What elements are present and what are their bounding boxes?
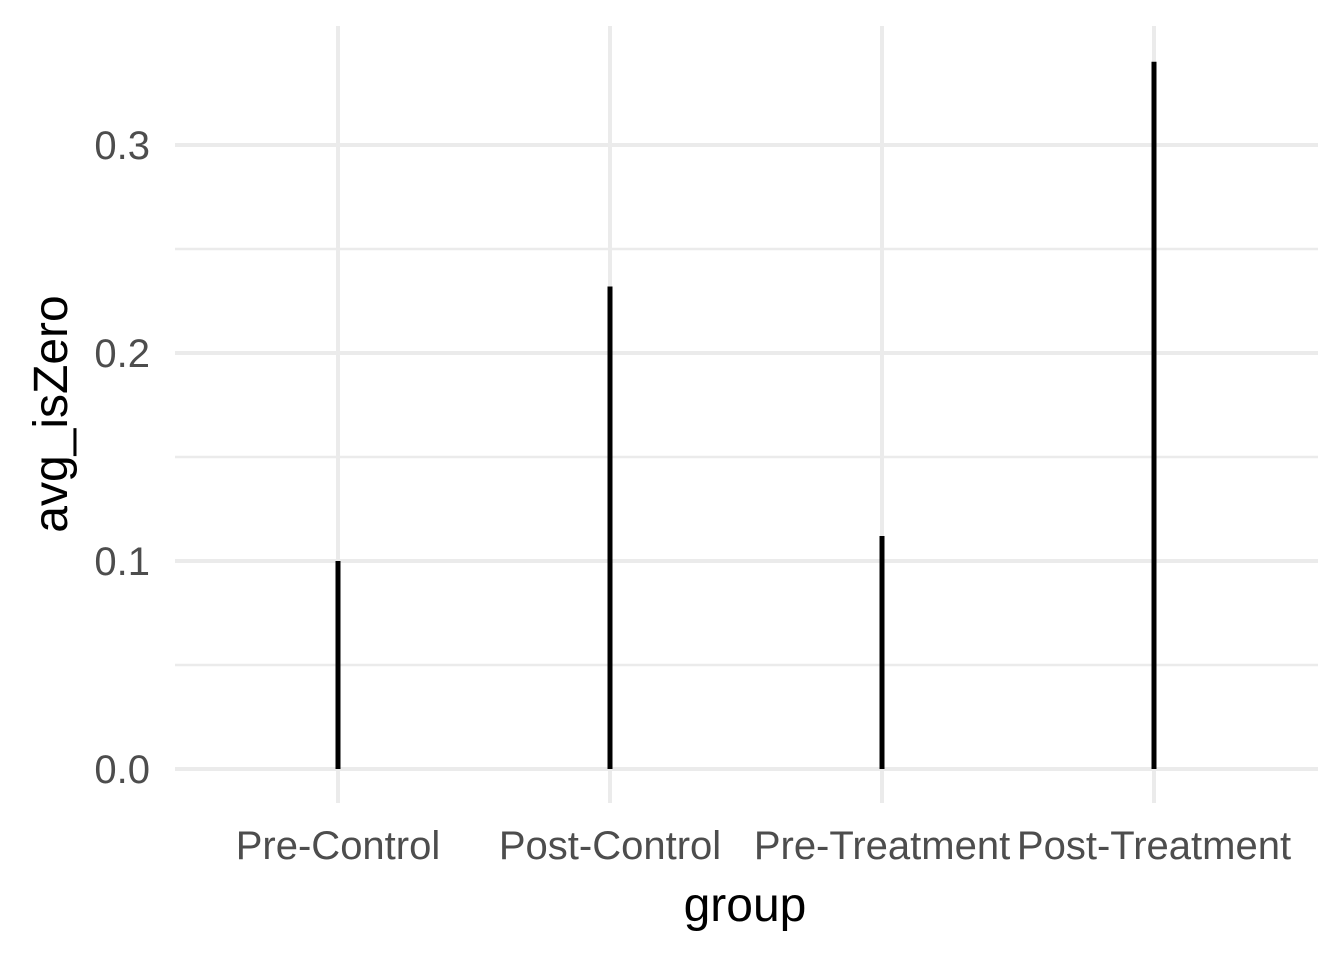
x-axis-title: group xyxy=(684,879,807,932)
y-tick-label: 0.0 xyxy=(94,748,150,792)
y-tick-label: 0.3 xyxy=(94,124,150,168)
y-tick-label: 0.2 xyxy=(94,332,150,376)
x-tick-label: Pre-Control xyxy=(236,824,441,868)
x-tick-label: Post-Treatment xyxy=(1017,824,1291,868)
x-axis-tick-labels: Pre-Control Post-Control Pre-Treatment Post… xyxy=(236,824,1291,868)
bars xyxy=(335,61,1157,769)
y-axis-title: avg_isZero xyxy=(25,295,78,532)
y-axis-tick-labels: 0.0 0.1 0.2 0.3 xyxy=(94,124,150,792)
grid xyxy=(175,26,1318,803)
x-tick-label: Pre-Treatment xyxy=(754,824,1010,868)
y-tick-label: 0.1 xyxy=(94,540,150,584)
x-tick-label: Post-Control xyxy=(499,824,721,868)
